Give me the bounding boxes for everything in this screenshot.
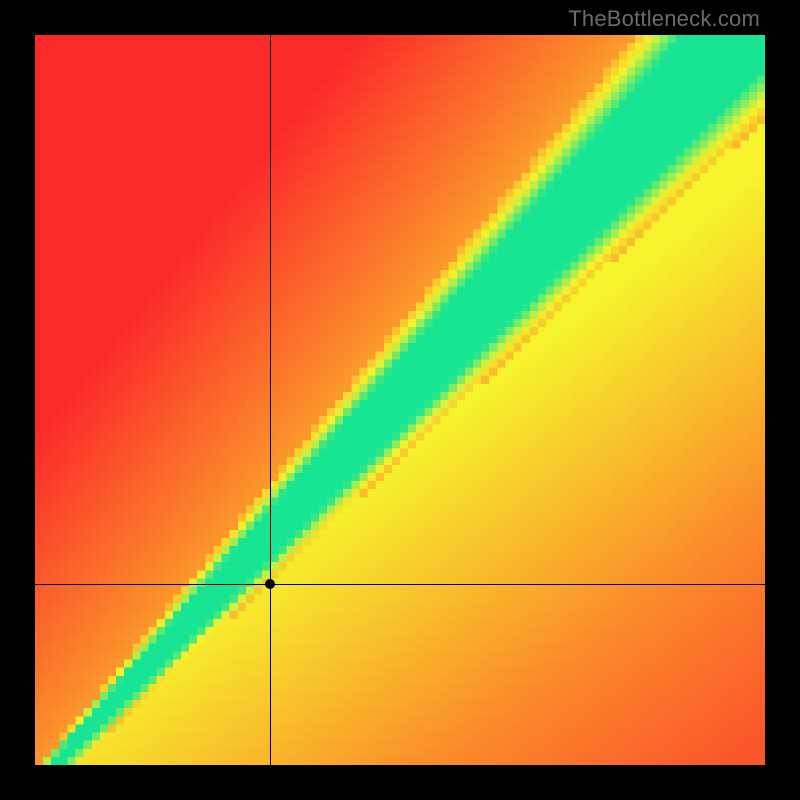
figure-root: TheBottleneck.com xyxy=(0,0,800,800)
crosshair-horizontal xyxy=(35,584,765,585)
heatmap-canvas xyxy=(35,35,765,765)
crosshair-marker-dot xyxy=(265,579,275,589)
watermark-text: TheBottleneck.com xyxy=(568,6,760,32)
crosshair-vertical xyxy=(270,35,271,765)
heatmap-plot-area xyxy=(35,35,765,765)
